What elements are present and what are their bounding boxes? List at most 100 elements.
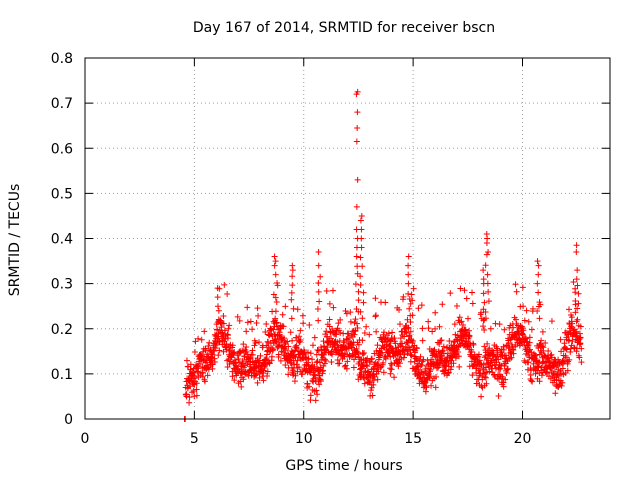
- data-point: [520, 327, 527, 334]
- y-tick-label: 0.7: [51, 96, 73, 112]
- data-point: [387, 353, 394, 360]
- data-point: [372, 295, 379, 302]
- data-point: [459, 333, 466, 340]
- data-point: [555, 356, 562, 363]
- data-point: [254, 305, 261, 312]
- data-point: [273, 337, 280, 344]
- data-point: [525, 359, 532, 366]
- data-point: [520, 303, 527, 310]
- data-point: [344, 358, 351, 365]
- data-point: [453, 302, 460, 309]
- data-point: [396, 321, 403, 328]
- data-point: [380, 369, 387, 376]
- data-point: [304, 349, 311, 356]
- data-point: [400, 293, 407, 300]
- data-point: [535, 364, 542, 371]
- data-point: [272, 294, 279, 301]
- data-point: [482, 374, 489, 381]
- chart-title: Day 167 of 2014, SRMTID for receiver bsc…: [193, 20, 495, 36]
- data-point: [238, 383, 245, 390]
- data-point: [288, 315, 295, 322]
- data-point: [570, 279, 577, 286]
- data-point: [534, 258, 541, 265]
- data-point: [206, 339, 213, 346]
- data-point: [369, 392, 376, 399]
- data-point: [213, 341, 220, 348]
- y-axis-label: SRMTID / TECUs: [7, 184, 23, 297]
- data-point: [481, 326, 488, 333]
- data-point: [323, 287, 330, 294]
- data-point: [342, 307, 349, 314]
- data-point: [405, 290, 412, 297]
- data-point: [324, 344, 331, 351]
- data-point: [436, 323, 443, 330]
- data-point: [424, 357, 431, 364]
- data-point: [282, 347, 289, 354]
- data-point: [397, 335, 404, 342]
- data-point: [247, 354, 254, 361]
- data-point: [573, 242, 580, 249]
- data-point: [510, 324, 517, 331]
- data-point: [377, 364, 384, 371]
- data-point: [358, 212, 365, 219]
- data-point: [187, 383, 194, 390]
- data-point: [193, 380, 200, 387]
- data-point: [215, 316, 222, 323]
- data-point: [212, 345, 219, 352]
- data-point: [253, 371, 260, 378]
- x-tick-label: 20: [514, 431, 532, 447]
- data-point: [419, 325, 426, 332]
- data-point: [315, 249, 322, 256]
- data-point: [345, 330, 352, 337]
- data-point: [500, 383, 507, 390]
- data-point: [357, 217, 364, 224]
- data-point: [469, 300, 476, 307]
- data-point: [456, 363, 463, 370]
- data-point: [358, 244, 365, 251]
- data-point: [380, 329, 387, 336]
- data-point: [249, 351, 256, 358]
- data-point: [577, 323, 584, 330]
- data-point: [265, 339, 272, 346]
- data-point: [422, 388, 429, 395]
- data-point: [205, 342, 212, 349]
- data-point: [512, 281, 519, 288]
- data-point: [218, 324, 225, 331]
- data-point: [272, 315, 279, 322]
- data-point: [439, 347, 446, 354]
- data-point: [500, 346, 507, 353]
- data-point: [535, 289, 542, 296]
- data-point: [573, 276, 580, 283]
- data-point: [487, 325, 494, 332]
- data-point: [504, 365, 511, 372]
- data-point: [374, 366, 381, 373]
- data-point: [482, 262, 489, 269]
- data-point: [282, 303, 289, 310]
- data-point: [484, 271, 491, 278]
- data-point: [494, 347, 501, 354]
- data-point: [454, 349, 461, 356]
- data-point: [270, 291, 277, 298]
- data-point: [268, 353, 275, 360]
- data-point: [535, 262, 542, 269]
- data-point: [496, 321, 503, 328]
- data-point: [193, 392, 200, 399]
- data-point: [427, 366, 434, 373]
- data-point: [466, 333, 473, 340]
- data-point: [192, 338, 199, 345]
- data-point: [409, 312, 416, 319]
- data-point: [264, 368, 271, 375]
- data-point: [480, 267, 487, 274]
- data-point: [518, 323, 525, 330]
- data-point: [279, 311, 286, 318]
- data-point: [357, 308, 364, 315]
- data-point: [571, 344, 578, 351]
- data-point: [404, 316, 411, 323]
- data-point: [287, 329, 294, 336]
- data-point: [559, 379, 566, 386]
- data-point: [407, 300, 414, 307]
- data-point: [574, 267, 581, 274]
- data-point: [417, 363, 424, 370]
- data-point: [373, 328, 380, 335]
- data-point: [578, 359, 585, 366]
